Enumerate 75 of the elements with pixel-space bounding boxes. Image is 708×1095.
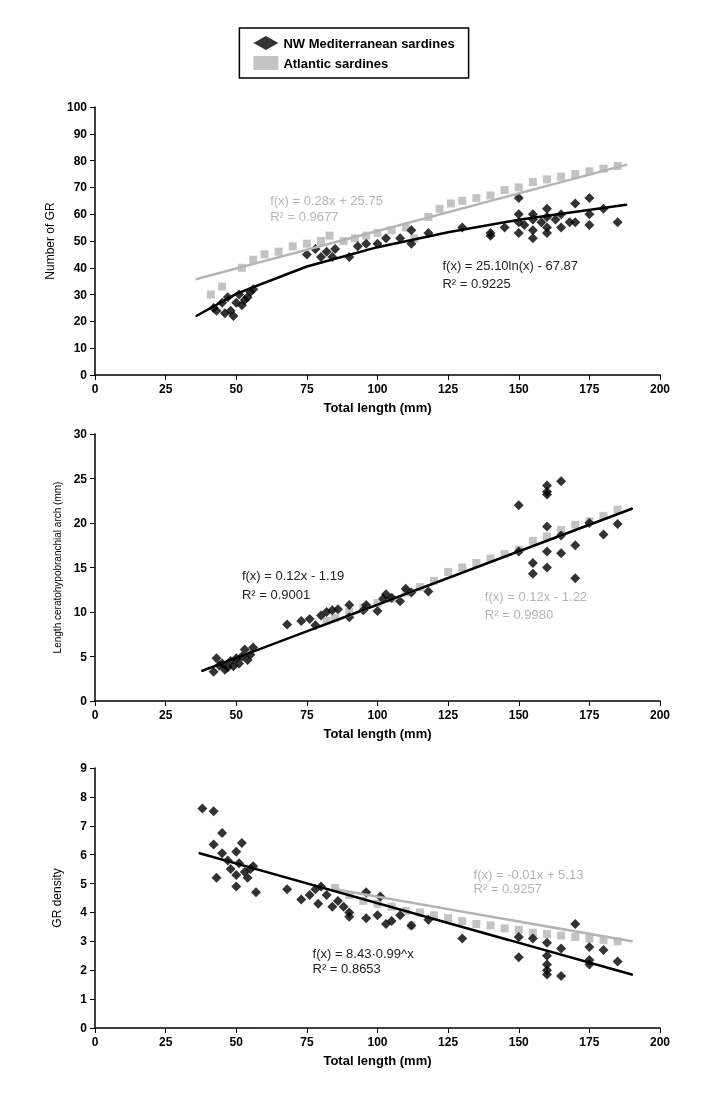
y-tick-label: 30 — [73, 287, 88, 302]
y-tick-label: 90 — [73, 126, 88, 141]
y-tick-label: 15 — [73, 560, 88, 575]
x-axis-title: Total length (mm) — [323, 400, 432, 415]
y-tick-label: 10 — [73, 605, 88, 619]
y-axis-title: GR density — [50, 868, 64, 928]
y-tick-label: 0 — [80, 1021, 88, 1035]
y-tick-label: 5 — [80, 876, 88, 891]
x-tick-label: 100 — [367, 1035, 388, 1049]
x-tick-label: 150 — [508, 708, 530, 722]
y-tick-label: 0 — [80, 694, 88, 708]
x-tick-label: 0 — [91, 382, 99, 396]
annotation: f(x) = 0.12x - 1.19 — [241, 568, 345, 584]
y-axis-title: Length ceratohypobranchial arch (mm) — [52, 481, 64, 654]
y-tick-label: 6 — [80, 847, 88, 862]
y-tick-label: 1 — [80, 992, 88, 1007]
x-tick-label: 0 — [91, 1035, 99, 1049]
annotation: f(x) = -0.01x + 5.13 — [473, 867, 584, 883]
annotation: f(x) = 0.28x + 25.75 — [270, 193, 383, 209]
annotation: R² = 0.9001 — [241, 586, 311, 602]
y-tick-label: 8 — [80, 789, 88, 804]
annotation: f(x) = 25.10ln(x) - 67.87 — [442, 257, 578, 273]
legend-label: Atlantic sardines — [283, 55, 389, 71]
x-tick-label: 75 — [300, 708, 314, 722]
x-tick-label: 125 — [438, 708, 459, 722]
x-tick-label: 175 — [579, 708, 600, 722]
x-tick-label: 200 — [649, 382, 671, 396]
y-tick-label: 70 — [73, 180, 88, 195]
x-tick-label: 175 — [579, 382, 600, 396]
y-tick-label: 20 — [73, 516, 88, 530]
x-tick-label: 200 — [649, 1035, 671, 1049]
y-tick-label: 60 — [73, 207, 88, 222]
y-tick-label: 40 — [73, 260, 88, 275]
annotation: f(x) = 0.12x - 1.22 — [484, 589, 588, 605]
x-tick-label: 150 — [508, 1035, 530, 1049]
x-axis-title: Total length (mm) — [323, 1053, 432, 1068]
x-tick-label: 50 — [229, 1035, 244, 1049]
annotation: R² = 0.8653 — [312, 960, 381, 976]
y-tick-label: 30 — [73, 427, 88, 441]
annotation: f(x) = 8.43·0.99^x — [312, 946, 415, 962]
y-tick-label: 5 — [80, 649, 88, 664]
x-tick-label: 25 — [158, 708, 173, 722]
y-tick-label: 10 — [73, 341, 88, 356]
y-tick-label: 50 — [73, 234, 88, 248]
y-tick-label: 20 — [73, 314, 88, 329]
y-axis-title: Number of GR — [43, 201, 58, 280]
x-tick-label: 25 — [158, 1035, 173, 1049]
y-tick-label: 2 — [80, 963, 88, 978]
y-tick-label: 7 — [80, 818, 88, 833]
y-tick-label: 25 — [73, 471, 88, 486]
x-tick-label: 50 — [229, 382, 244, 396]
x-tick-label: 150 — [508, 382, 530, 396]
annotation: R² = 0.9225 — [442, 276, 511, 292]
x-tick-label: 125 — [438, 1035, 459, 1049]
annotation: R² = 0.9677 — [270, 209, 339, 225]
x-tick-label: 0 — [91, 708, 99, 722]
x-tick-label: 100 — [367, 708, 388, 722]
y-tick-label: 9 — [80, 761, 88, 775]
x-axis-title: Total length (mm) — [323, 726, 432, 741]
x-tick-label: 175 — [579, 1035, 600, 1049]
y-tick-label: 100 — [66, 100, 88, 114]
y-tick-label: 0 — [80, 368, 88, 382]
x-tick-label: 100 — [367, 382, 388, 396]
x-tick-label: 75 — [300, 1035, 314, 1049]
y-tick-label: 80 — [73, 153, 88, 168]
annotation: R² = 0.9257 — [473, 881, 542, 897]
x-tick-label: 25 — [158, 382, 173, 396]
y-tick-label: 4 — [80, 905, 88, 920]
y-tick-label: 3 — [80, 934, 88, 949]
x-tick-label: 50 — [229, 708, 244, 722]
legend-label: NW Mediterranean sardines — [283, 35, 455, 51]
x-tick-label: 75 — [300, 382, 314, 396]
x-tick-label: 125 — [438, 382, 459, 396]
annotation: R² = 0.9980 — [484, 606, 554, 622]
x-tick-label: 200 — [649, 708, 671, 722]
